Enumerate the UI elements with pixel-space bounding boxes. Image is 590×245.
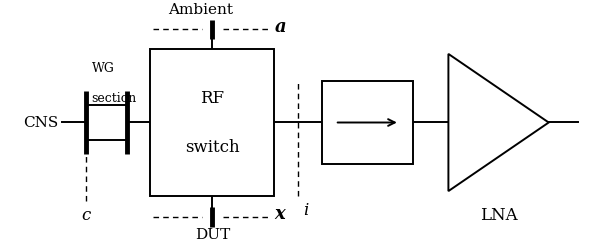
- Text: RF: RF: [201, 89, 224, 107]
- Text: LNA: LNA: [480, 207, 517, 224]
- Text: a: a: [274, 18, 286, 36]
- Bar: [322, 81, 413, 164]
- Text: section: section: [91, 91, 137, 105]
- Bar: [150, 49, 274, 196]
- Text: switch: switch: [185, 138, 240, 156]
- Text: Ambient: Ambient: [168, 3, 233, 17]
- Text: c: c: [81, 207, 90, 224]
- Text: i: i: [303, 202, 308, 219]
- Text: DUT: DUT: [195, 228, 230, 242]
- Text: WG: WG: [91, 62, 114, 75]
- Text: x: x: [274, 205, 285, 223]
- Polygon shape: [448, 54, 549, 191]
- Text: CNS: CNS: [24, 115, 59, 130]
